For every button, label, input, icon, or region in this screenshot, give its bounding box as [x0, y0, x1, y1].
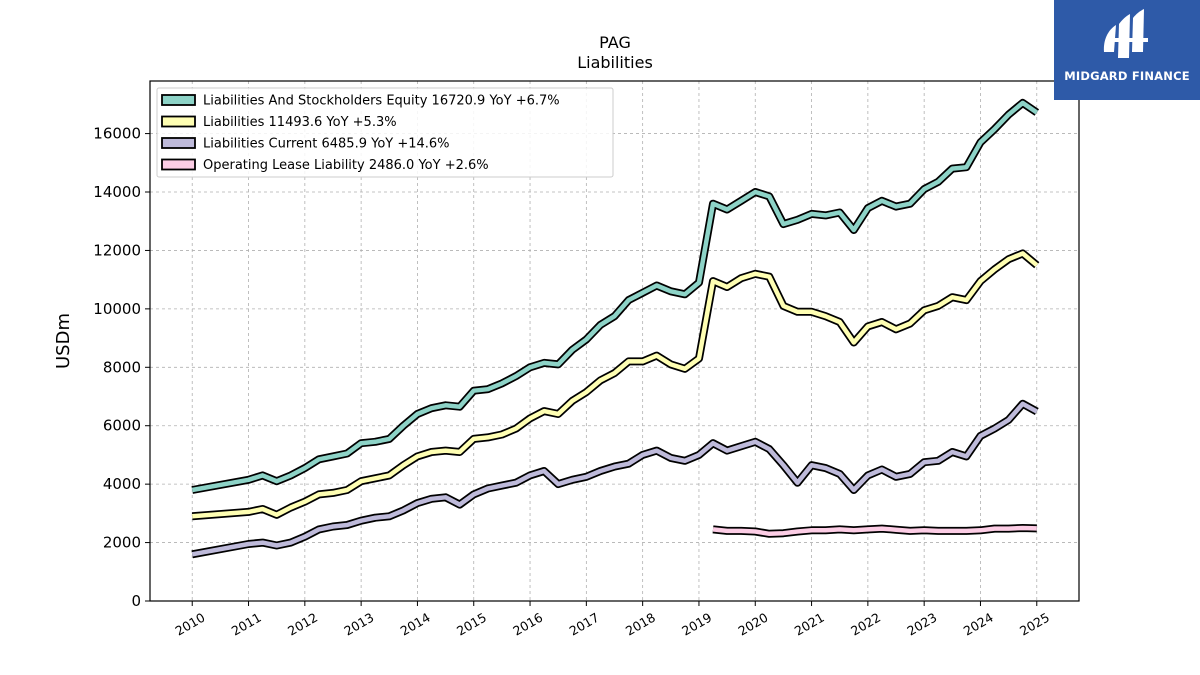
y-tick-label: 4000: [103, 475, 141, 493]
legend-entry-label: Liabilities Current 6485.9 YoY +14.6%: [203, 137, 450, 152]
legend-swatch: [161, 94, 196, 106]
axes: 0200040006000800010000120001400016000201…: [93, 125, 1052, 639]
legend: Liabilities And Stockholders Equity 1672…: [156, 87, 614, 178]
y-tick-label: 16000: [93, 125, 141, 143]
y-tick-label: 2000: [103, 534, 141, 552]
chart-title: PAG: [599, 33, 631, 52]
midgard-finance-logo: MIDGARD FINANCE: [1054, 0, 1200, 100]
series-line: [191, 100, 1039, 493]
legend-entry-label: Liabilities And Stockholders Equity 1672…: [203, 94, 560, 109]
legend-swatch: [161, 137, 196, 149]
series-line: [192, 251, 1039, 519]
y-tick-label: 8000: [103, 358, 141, 376]
legend-entry-label: Operating Lease Liability 2486.0 YoY +2.…: [203, 158, 489, 173]
series-2: [191, 249, 1040, 521]
y-tick-label: 6000: [103, 417, 141, 435]
y-tick-label: 0: [131, 592, 141, 610]
y-axis-label: USDm: [53, 313, 74, 369]
y-tick-label: 14000: [93, 183, 141, 201]
series-3: [191, 399, 1039, 559]
series-line: [191, 401, 1038, 557]
y-tick-label: 10000: [93, 300, 141, 318]
legend-entry-label: Liabilities 11493.6 YoY +5.3%: [203, 115, 397, 130]
logo-text: MIDGARD FINANCE: [1064, 69, 1190, 83]
chart-subtitle: Liabilities: [577, 53, 653, 72]
series-line: [712, 525, 1037, 537]
logo-mark-icon: [1103, 9, 1148, 58]
plot-frame: [149, 80, 1080, 602]
y-tick-label: 12000: [93, 241, 141, 259]
series-4: [712, 524, 1037, 538]
legend-swatch: [161, 115, 196, 128]
legend-box: [156, 87, 614, 178]
series-1: [191, 98, 1040, 494]
legend-swatch: [161, 158, 196, 171]
series-layer: [191, 98, 1040, 559]
